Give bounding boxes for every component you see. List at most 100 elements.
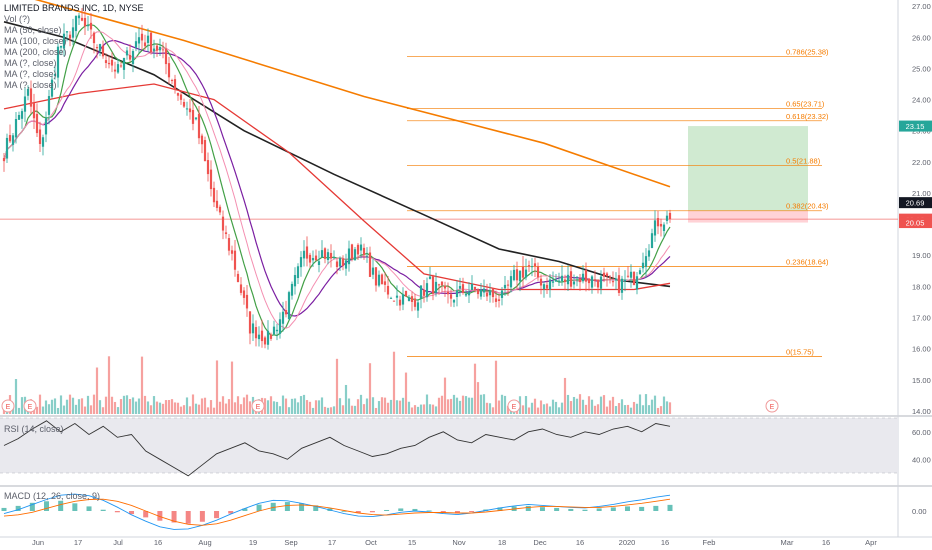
volume-bar xyxy=(479,394,483,414)
volume-bar xyxy=(539,400,543,414)
indicator-ma-b[interactable]: MA (?, close) xyxy=(4,69,57,79)
candle-body xyxy=(125,50,129,56)
volume-bar xyxy=(314,400,318,414)
candle-body xyxy=(584,269,588,282)
indicator-ma-100[interactable]: MA (100, close) xyxy=(4,36,67,46)
earnings-marker-glyph: E xyxy=(6,404,11,411)
price-axis-label: 19.00 xyxy=(912,251,931,260)
candle-body xyxy=(350,244,354,259)
volume-bar xyxy=(242,397,246,414)
macd-histogram-bar xyxy=(143,511,149,518)
candle-body xyxy=(26,89,30,96)
volume-bar xyxy=(374,407,378,414)
candle-body xyxy=(356,244,360,255)
time-axis-label: Jul xyxy=(113,538,123,547)
ma-200-line xyxy=(34,0,671,188)
volume-bar xyxy=(128,399,132,414)
volume-bar xyxy=(554,401,558,414)
volume-bar xyxy=(575,398,579,414)
volume-bar xyxy=(404,372,408,414)
volume-bar xyxy=(275,401,279,414)
volume-bar xyxy=(68,394,72,414)
fib-level-label: 0.5(21.88) xyxy=(786,157,821,166)
candle-body xyxy=(635,276,639,290)
candle-body xyxy=(287,292,291,320)
candle-body xyxy=(482,288,486,293)
rsi-label[interactable]: RSI (14, close) xyxy=(4,424,64,434)
macd-histogram-bar xyxy=(100,509,106,511)
candle-body xyxy=(479,290,483,297)
volume-bar xyxy=(365,398,369,414)
volume-bar xyxy=(356,399,360,414)
candle-body xyxy=(371,267,375,275)
time-axis-label: Aug xyxy=(198,538,211,547)
candle-body xyxy=(341,258,345,267)
volume-bar xyxy=(647,405,651,414)
volume-bar xyxy=(47,404,51,414)
indicator-ma-200[interactable]: MA (200, close) xyxy=(4,47,67,57)
volume-bar xyxy=(665,401,669,414)
candle-body xyxy=(425,283,429,298)
volume-bar xyxy=(362,404,366,414)
macd-histogram-bar xyxy=(270,502,276,511)
volume-bar xyxy=(146,401,150,414)
volume-bar xyxy=(200,398,204,414)
macd-histogram-bar xyxy=(114,511,120,513)
candle-body xyxy=(650,233,654,248)
price-axis-label: 14.00 xyxy=(912,407,931,416)
volume-bar xyxy=(470,397,474,414)
macd-histogram-bar xyxy=(554,507,560,511)
candle-body xyxy=(500,290,504,298)
candle-body xyxy=(134,41,138,48)
volume-bar xyxy=(65,399,69,414)
candle-body xyxy=(131,51,135,64)
candle-body xyxy=(329,252,333,259)
candle-body xyxy=(413,298,417,307)
volume-bar xyxy=(527,407,531,414)
fib-level-label: 0.236(18.64) xyxy=(786,257,829,266)
macd-histogram-bar xyxy=(454,511,460,514)
volume-bar xyxy=(359,394,363,414)
volume-bar xyxy=(407,401,411,414)
candle-body xyxy=(173,79,177,90)
macd-histogram-bar xyxy=(214,511,220,519)
macd-histogram-bar xyxy=(299,503,305,511)
candle-body xyxy=(92,32,96,44)
candle-body xyxy=(632,271,636,285)
volume-bar xyxy=(164,400,168,414)
volume-bar xyxy=(143,395,147,414)
macd-histogram-bar xyxy=(624,506,630,511)
volume-bar xyxy=(83,406,87,414)
volume-bar xyxy=(278,406,282,414)
candle-body xyxy=(389,297,393,299)
volume-bar xyxy=(56,407,60,414)
volume-bar xyxy=(158,402,162,414)
candle-body xyxy=(188,108,192,113)
volume-bar xyxy=(371,397,375,414)
candle-body xyxy=(116,64,120,73)
candle-body xyxy=(212,187,216,203)
indicator-ma-50[interactable]: MA (50, close) xyxy=(4,25,62,35)
fib-level-label: 0.382(20.43) xyxy=(786,202,829,211)
volume-bar xyxy=(413,405,417,414)
candle-body xyxy=(122,57,126,70)
volume-bar xyxy=(662,396,666,414)
time-axis-label: Nov xyxy=(452,538,466,547)
indicator-ma-c[interactable]: MA (?, close) xyxy=(4,80,57,90)
indicator-ma-a[interactable]: MA (?, close) xyxy=(4,58,57,68)
volume-bar xyxy=(71,397,75,414)
candle-body xyxy=(335,261,339,267)
symbol-title[interactable]: LIMITED BRANDS INC, 1D, NYSE xyxy=(4,3,144,13)
candle-body xyxy=(185,108,189,110)
candle-body xyxy=(296,266,300,279)
volume-bar xyxy=(638,394,642,414)
macd-histogram-bar xyxy=(525,505,531,511)
macd-label[interactable]: MACD (12, 26, close, 9) xyxy=(4,491,101,501)
volume-bar xyxy=(386,402,390,414)
ma-50-line xyxy=(3,83,671,291)
indicator-vol[interactable]: Vol (?) xyxy=(4,14,31,24)
macd-histogram-bar xyxy=(58,500,64,511)
volume-bar xyxy=(77,399,81,414)
macd-histogram-bar xyxy=(284,502,290,511)
